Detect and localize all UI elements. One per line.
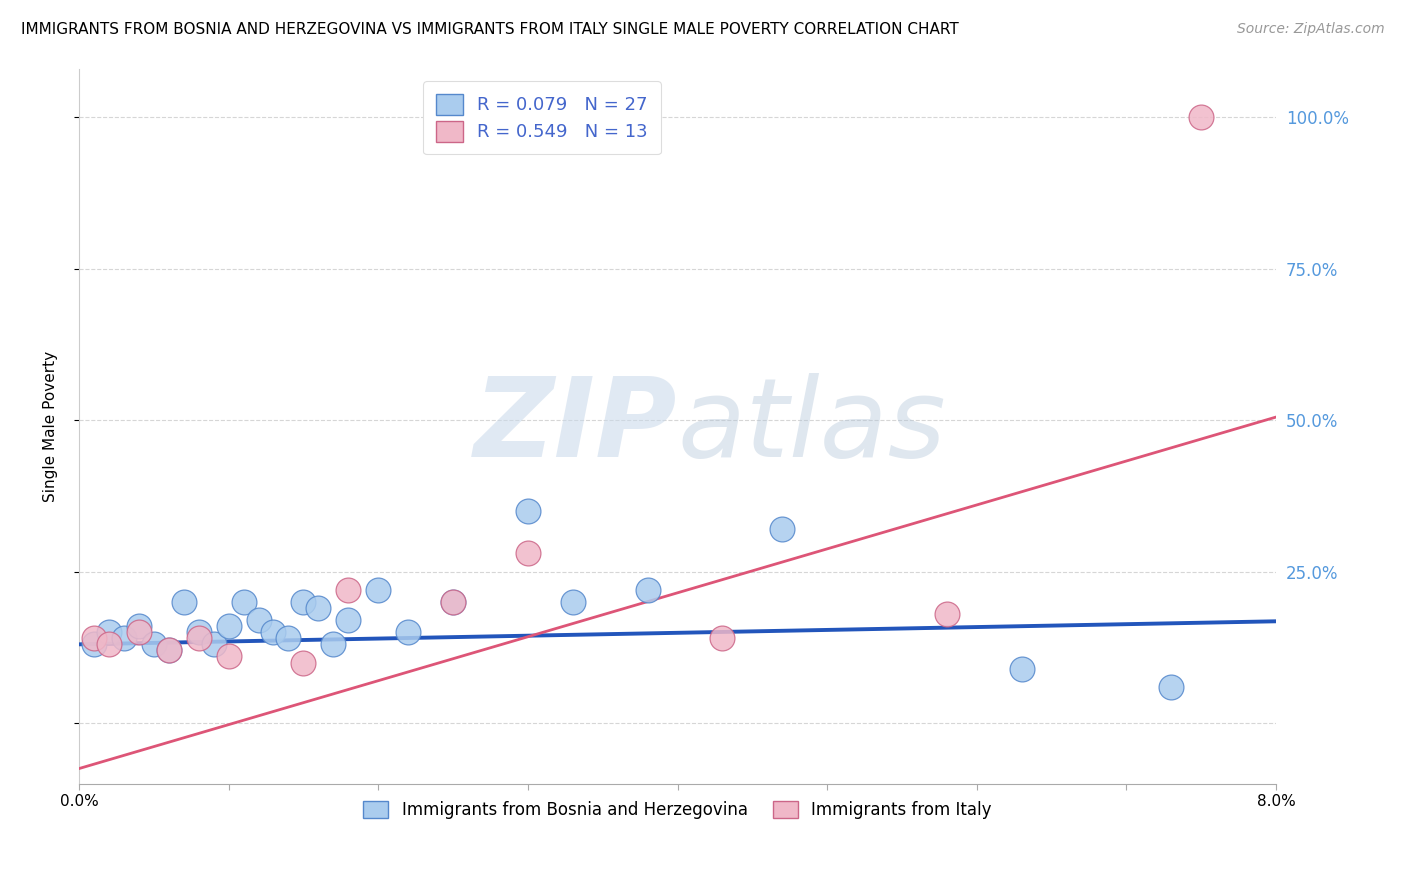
Point xyxy=(83,637,105,651)
Point xyxy=(232,595,254,609)
Point xyxy=(1011,662,1033,676)
Point xyxy=(516,504,538,518)
Point xyxy=(202,637,225,651)
Point xyxy=(128,625,150,640)
Point xyxy=(263,625,285,640)
Point xyxy=(218,619,240,633)
Point xyxy=(128,619,150,633)
Point xyxy=(292,656,315,670)
Text: Source: ZipAtlas.com: Source: ZipAtlas.com xyxy=(1237,22,1385,37)
Point xyxy=(173,595,195,609)
Point xyxy=(1160,680,1182,694)
Y-axis label: Single Male Poverty: Single Male Poverty xyxy=(44,351,58,501)
Point xyxy=(307,601,329,615)
Point xyxy=(367,582,389,597)
Legend: Immigrants from Bosnia and Herzegovina, Immigrants from Italy: Immigrants from Bosnia and Herzegovina, … xyxy=(357,794,998,825)
Point xyxy=(277,632,299,646)
Point xyxy=(396,625,419,640)
Point xyxy=(97,625,120,640)
Point xyxy=(337,582,360,597)
Point xyxy=(247,613,270,627)
Point xyxy=(561,595,583,609)
Point xyxy=(97,637,120,651)
Point xyxy=(112,632,135,646)
Text: atlas: atlas xyxy=(678,373,946,480)
Point xyxy=(770,522,793,536)
Point xyxy=(711,632,734,646)
Point xyxy=(1189,110,1212,124)
Point xyxy=(218,649,240,664)
Point xyxy=(441,595,464,609)
Point xyxy=(142,637,165,651)
Point xyxy=(187,625,209,640)
Point xyxy=(157,643,180,657)
Point xyxy=(83,632,105,646)
Point xyxy=(337,613,360,627)
Point xyxy=(322,637,344,651)
Text: IMMIGRANTS FROM BOSNIA AND HERZEGOVINA VS IMMIGRANTS FROM ITALY SINGLE MALE POVE: IMMIGRANTS FROM BOSNIA AND HERZEGOVINA V… xyxy=(21,22,959,37)
Point xyxy=(516,546,538,560)
Point xyxy=(441,595,464,609)
Point xyxy=(935,607,957,621)
Point xyxy=(187,632,209,646)
Point xyxy=(157,643,180,657)
Text: ZIP: ZIP xyxy=(474,373,678,480)
Point xyxy=(292,595,315,609)
Point xyxy=(637,582,659,597)
